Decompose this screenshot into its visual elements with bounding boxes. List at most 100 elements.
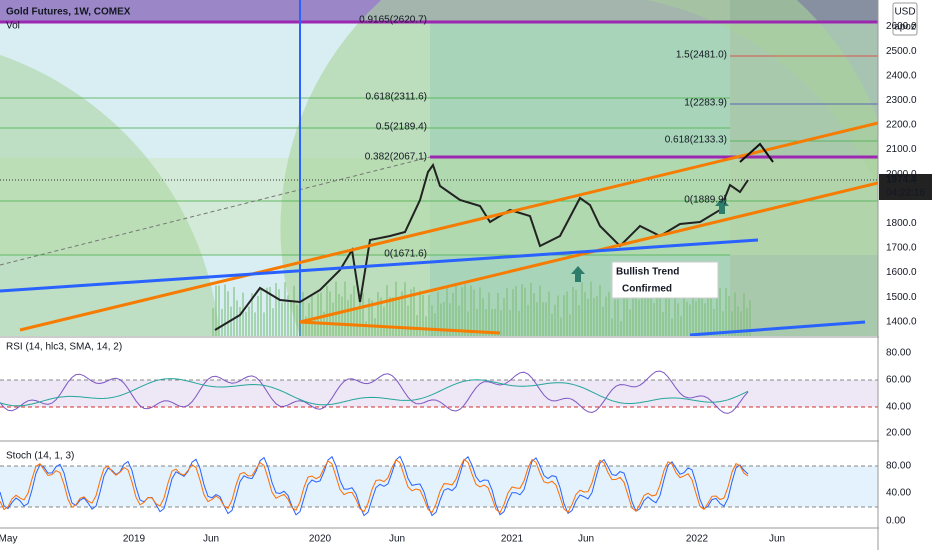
- volume-bar: [245, 311, 247, 336]
- volume-label: Vol: [6, 21, 20, 32]
- volume-bar: [335, 281, 337, 336]
- volume-bar: [521, 283, 523, 336]
- price-tick-label: 1500.0: [886, 292, 917, 303]
- volume-bar: [416, 314, 418, 336]
- volume-bar: [437, 291, 439, 336]
- fib-label: 0(1671.6): [384, 249, 427, 260]
- volume-bar: [434, 313, 436, 336]
- volume-bar: [497, 292, 499, 336]
- price-tick-label: 1400.0: [886, 316, 917, 327]
- volume-bar: [440, 303, 442, 336]
- trend-line: [689, 320, 866, 336]
- price-tick-label: 2200.0: [886, 120, 917, 131]
- volume-bar: [713, 308, 715, 336]
- volume-bar: [548, 291, 550, 336]
- volume-bar: [254, 312, 256, 336]
- price-tick-label: 2100.0: [886, 144, 917, 155]
- volume-bar: [272, 308, 274, 336]
- volume-bar: [467, 311, 469, 336]
- volume-bar: [587, 298, 589, 336]
- volume-bar: [311, 296, 313, 336]
- volume-bar: [410, 289, 412, 336]
- volume-bar: [455, 283, 457, 336]
- volume-bar: [242, 292, 244, 336]
- volume-bar: [239, 307, 241, 336]
- volume-bar: [332, 302, 334, 336]
- price-tick-label: 2000.0: [886, 169, 917, 180]
- volume-bar: [509, 310, 511, 336]
- volume-bar: [734, 292, 736, 336]
- volume-bar: [641, 281, 643, 336]
- volume-bar: [743, 293, 745, 336]
- volume-bar: [278, 289, 280, 336]
- volume-bar: [398, 299, 400, 336]
- volume-bar: [395, 281, 397, 336]
- arc: [280, 0, 878, 336]
- volume-bar: [224, 284, 226, 336]
- volume-bar: [557, 295, 559, 336]
- volume-bar: [662, 312, 664, 336]
- volume-bar: [527, 304, 529, 336]
- volume-bar: [284, 282, 286, 336]
- volume-bar: [656, 290, 658, 336]
- currency: USD: [894, 7, 915, 18]
- volume-bar: [344, 281, 346, 336]
- volume-bar: [293, 285, 295, 336]
- currency-box: [892, 2, 918, 36]
- price-tick-label: 2600.0: [886, 21, 917, 32]
- volume-bar: [647, 293, 649, 336]
- volume-bar: [551, 313, 553, 336]
- fib-label: 1.5(2481.0): [676, 50, 727, 61]
- volume-bar: [545, 302, 547, 336]
- volume-bar: [653, 303, 655, 336]
- rsi-tick-label: 80.00: [886, 348, 911, 359]
- volume-bar: [635, 295, 637, 336]
- volume-bar: [659, 285, 661, 336]
- volume-bar: [383, 306, 385, 336]
- volume-bar: [401, 291, 403, 336]
- volume-bar: [566, 291, 568, 336]
- volume-bar: [491, 309, 493, 336]
- volume-bar: [644, 297, 646, 336]
- volume-bar: [518, 310, 520, 336]
- volume-bar: [449, 303, 451, 336]
- fib-label: 0(1889.9): [684, 195, 727, 206]
- volume-bar: [674, 295, 676, 336]
- volume-bar: [539, 285, 541, 336]
- volume-bar: [428, 294, 430, 336]
- volume-bar: [719, 287, 721, 336]
- volume-bar: [695, 301, 697, 336]
- volume-bar: [560, 317, 562, 336]
- volume-bar: [524, 287, 526, 336]
- volume-bar: [578, 305, 580, 336]
- volume-bar: [476, 308, 478, 336]
- time-label: 2019: [123, 534, 146, 545]
- volume-bar: [698, 294, 700, 336]
- volume-bar: [218, 285, 220, 336]
- volume-bar: [296, 304, 298, 336]
- volume-bar: [266, 287, 268, 336]
- volume-bar: [710, 283, 712, 336]
- volume-bar: [287, 295, 289, 336]
- stoch-tick-label: 80.00: [886, 461, 911, 472]
- volume-bar: [422, 294, 424, 336]
- volume-bar: [470, 285, 472, 336]
- volume-bar: [737, 306, 739, 336]
- volume-bar: [677, 303, 679, 336]
- volume-bar: [701, 282, 703, 336]
- volume-bar: [461, 287, 463, 336]
- volume-bar: [314, 319, 316, 336]
- stoch-k: [0, 455, 749, 517]
- volume-bar: [452, 292, 454, 336]
- price-tick-label: 1600.0: [886, 267, 917, 278]
- volume-bar: [500, 310, 502, 336]
- volume-bar: [221, 308, 223, 336]
- volume-bar: [599, 284, 601, 336]
- volume-bar: [227, 291, 229, 336]
- volume-bar: [665, 291, 667, 336]
- volume-bar: [629, 309, 631, 336]
- volume-bar: [704, 303, 706, 336]
- volume-bar: [722, 311, 724, 336]
- volume-bar: [542, 302, 544, 336]
